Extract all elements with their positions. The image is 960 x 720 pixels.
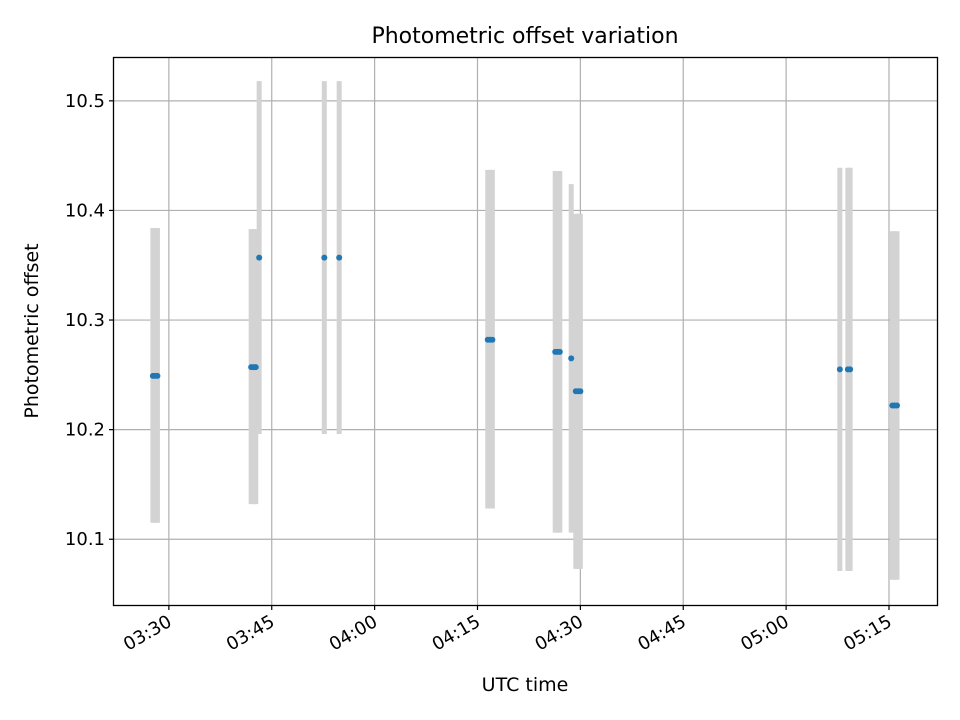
data-point xyxy=(489,336,496,343)
y-axis-ticks: 10.1 10.2 10.3 10.4 10.5 xyxy=(65,91,114,550)
data-point xyxy=(836,366,843,373)
data-point xyxy=(577,388,584,395)
data-point xyxy=(321,254,328,261)
data-point xyxy=(847,366,854,373)
y-tick-label: 10.2 xyxy=(65,420,105,441)
x-axis-label: UTC time xyxy=(482,674,569,696)
data-point xyxy=(893,402,900,409)
y-tick-label: 10.5 xyxy=(65,91,105,112)
plot-frame xyxy=(112,56,939,607)
markers xyxy=(149,254,900,409)
data-point xyxy=(556,348,563,355)
y-tick-label: 10.4 xyxy=(65,200,105,221)
data-point xyxy=(568,355,575,362)
chart-title: Photometric offset variation xyxy=(371,24,678,49)
data-point xyxy=(252,364,259,371)
y-tick-label: 10.1 xyxy=(65,529,105,550)
data-point xyxy=(154,372,161,379)
y-axis-label: Photometric offset xyxy=(21,243,43,418)
data-point xyxy=(336,254,343,261)
y-tick-label: 10.3 xyxy=(65,310,105,331)
data-point xyxy=(256,254,263,261)
